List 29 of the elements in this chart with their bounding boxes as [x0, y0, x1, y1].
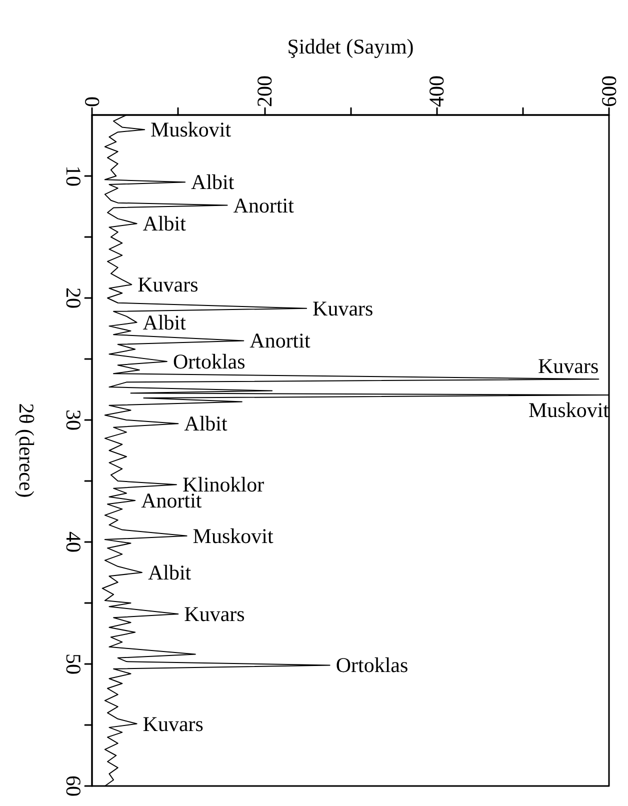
- annotation: Albit: [184, 412, 228, 436]
- x-tick-label: 600: [597, 76, 621, 107]
- annotation: Kuvars: [538, 354, 599, 378]
- y-axis-title: 2θ (derece): [14, 403, 38, 498]
- x-tick-label: 200: [252, 76, 276, 107]
- annotation: Kuvars: [312, 296, 374, 320]
- annotation: Ortoklas: [172, 349, 246, 374]
- annotation: Muskovit: [150, 118, 232, 142]
- x-axis-title: Şiddet (Sayım): [287, 34, 414, 58]
- annotation: Kuvars: [184, 602, 245, 626]
- y-tick-label: 30: [62, 410, 86, 430]
- x-tick-label: 400: [424, 76, 449, 107]
- annotation: Albit: [142, 212, 186, 236]
- annotation: Albit: [148, 560, 192, 584]
- annotation: Kuvars: [142, 712, 204, 736]
- y-tick-label: 40: [62, 532, 86, 552]
- x-tick-label: 0: [80, 96, 104, 107]
- y-tick-label: 60: [62, 776, 86, 796]
- y-tick-label: 20: [62, 288, 86, 308]
- annotation: Muskovit: [192, 524, 274, 548]
- annotation: Kuvars: [138, 272, 198, 297]
- y-tick-label: 10: [62, 166, 86, 186]
- annotation: Albit: [191, 170, 234, 194]
- y-tick-label: 50: [62, 654, 86, 674]
- annotation: Muskovit: [528, 398, 610, 422]
- annotation: Anortit: [233, 193, 294, 218]
- annotation: Ortoklas: [336, 653, 408, 678]
- annotation: Albit: [142, 310, 186, 334]
- annotation: Anortit: [250, 328, 310, 353]
